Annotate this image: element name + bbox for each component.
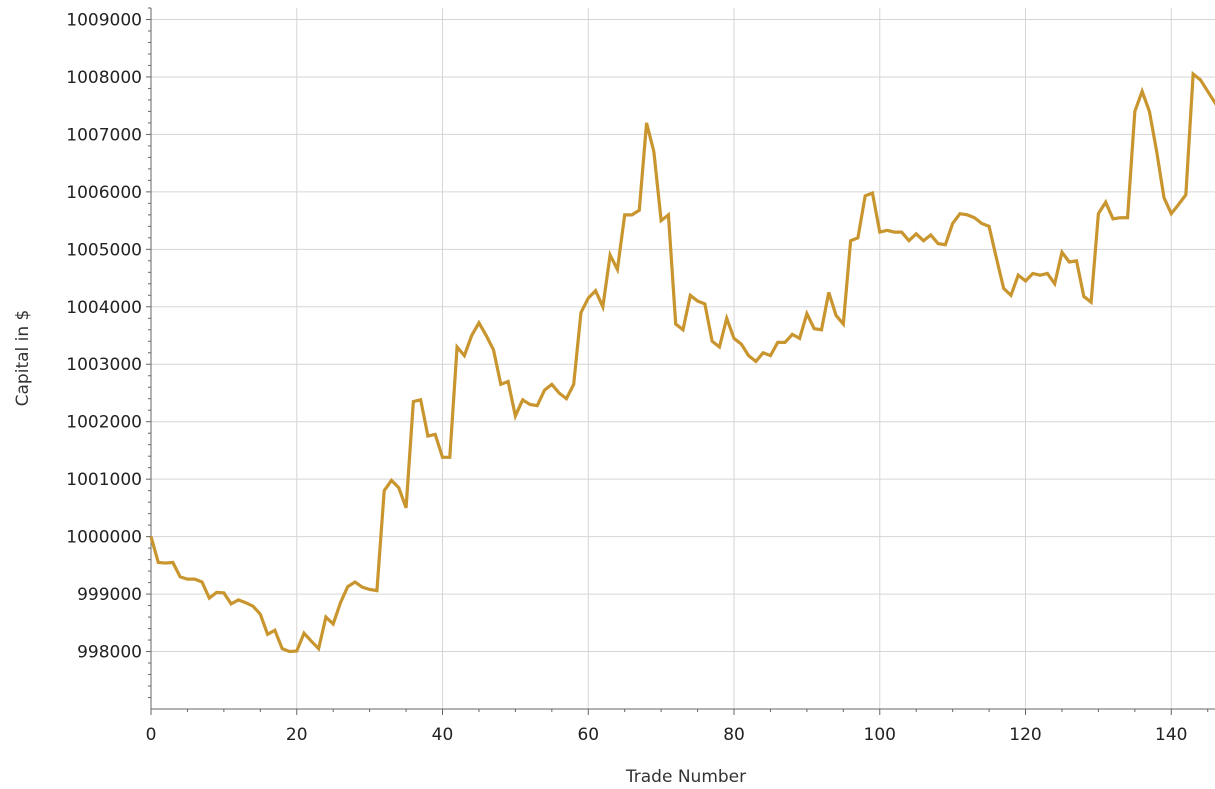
y-axis-title: Capital in $ [13, 310, 33, 407]
y-tick-label: 1004000 [66, 298, 142, 318]
x-axis-title: Trade Number [625, 767, 746, 787]
y-tick-label: 1008000 [66, 68, 142, 88]
tick-labels: 998000 999000 1000000 1001000 1002000 1003000… [66, 10, 1187, 745]
y-tick-label: 1009000 [66, 10, 142, 30]
x-tick-label: 0 [146, 725, 157, 745]
x-tick-label: 20 [286, 725, 308, 745]
y-tick-label: 1007000 [66, 125, 142, 145]
y-tick-label: 1002000 [66, 413, 142, 433]
x-tick-label: 40 [432, 725, 454, 745]
x-tick-label: 140 [1155, 725, 1187, 745]
x-tick-label: 100 [864, 725, 896, 745]
x-tick-label: 120 [1009, 725, 1041, 745]
y-tick-label: 1003000 [66, 355, 142, 375]
x-tick-label: 60 [577, 725, 599, 745]
x-tick-label: 80 [723, 725, 745, 745]
series-line-capital [149, 70, 1215, 654]
y-tick-label: 998000 [77, 643, 142, 663]
y-tick-label: 1000000 [66, 528, 142, 548]
axes [146, 7, 1215, 715]
y-tick-label: 999000 [77, 585, 142, 605]
y-tick-label: 1006000 [66, 183, 142, 203]
series-layer [149, 70, 1215, 654]
grid-lines [150, 8, 1215, 709]
y-tick-label: 1005000 [66, 240, 142, 260]
y-tick-label: 1001000 [66, 470, 142, 490]
